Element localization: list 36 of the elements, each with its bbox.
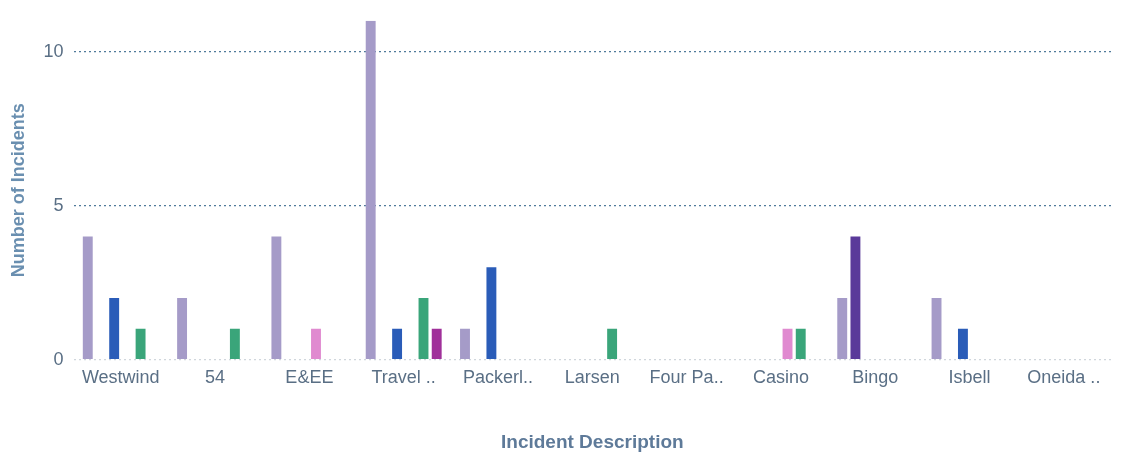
y-axis-title: Number of Incidents [7,103,28,278]
y-tick-label: 0 [53,348,64,369]
x-axis-title: Incident Description [500,430,684,452]
bar [271,236,282,359]
bar [957,328,968,359]
y-tick-label: 5 [53,194,64,215]
x-tick-label: Casino [752,367,809,388]
x-tick-label: Isbell [948,367,991,388]
bar [177,298,188,359]
x-tick-label: Packerl.. [462,367,534,388]
bar [782,328,793,359]
bar [607,328,618,359]
bar [229,328,240,359]
y-tick-label: 10 [43,40,64,61]
bar [418,298,429,359]
x-tick-label: Larsen [564,367,620,388]
bar [365,20,376,359]
x-tick-label: Bingo [852,367,899,388]
bar [837,298,848,359]
bar [931,298,942,359]
x-tick-label: Travel .. [371,367,436,388]
x-tick-label: Westwind [81,367,160,388]
x-tick-label: 54 [205,367,226,388]
bar [392,328,403,359]
bar [486,267,497,359]
bar [460,328,470,359]
bar [311,328,321,359]
bar [135,328,146,359]
x-tick-label: E&EE [285,367,334,388]
x-tick-label: Oneida .. [1027,367,1101,388]
bar [109,298,120,359]
x-tick-label: Four Pa.. [649,367,724,388]
bar [850,236,861,359]
bar [82,236,93,359]
bar [431,328,442,359]
bar [795,328,806,359]
